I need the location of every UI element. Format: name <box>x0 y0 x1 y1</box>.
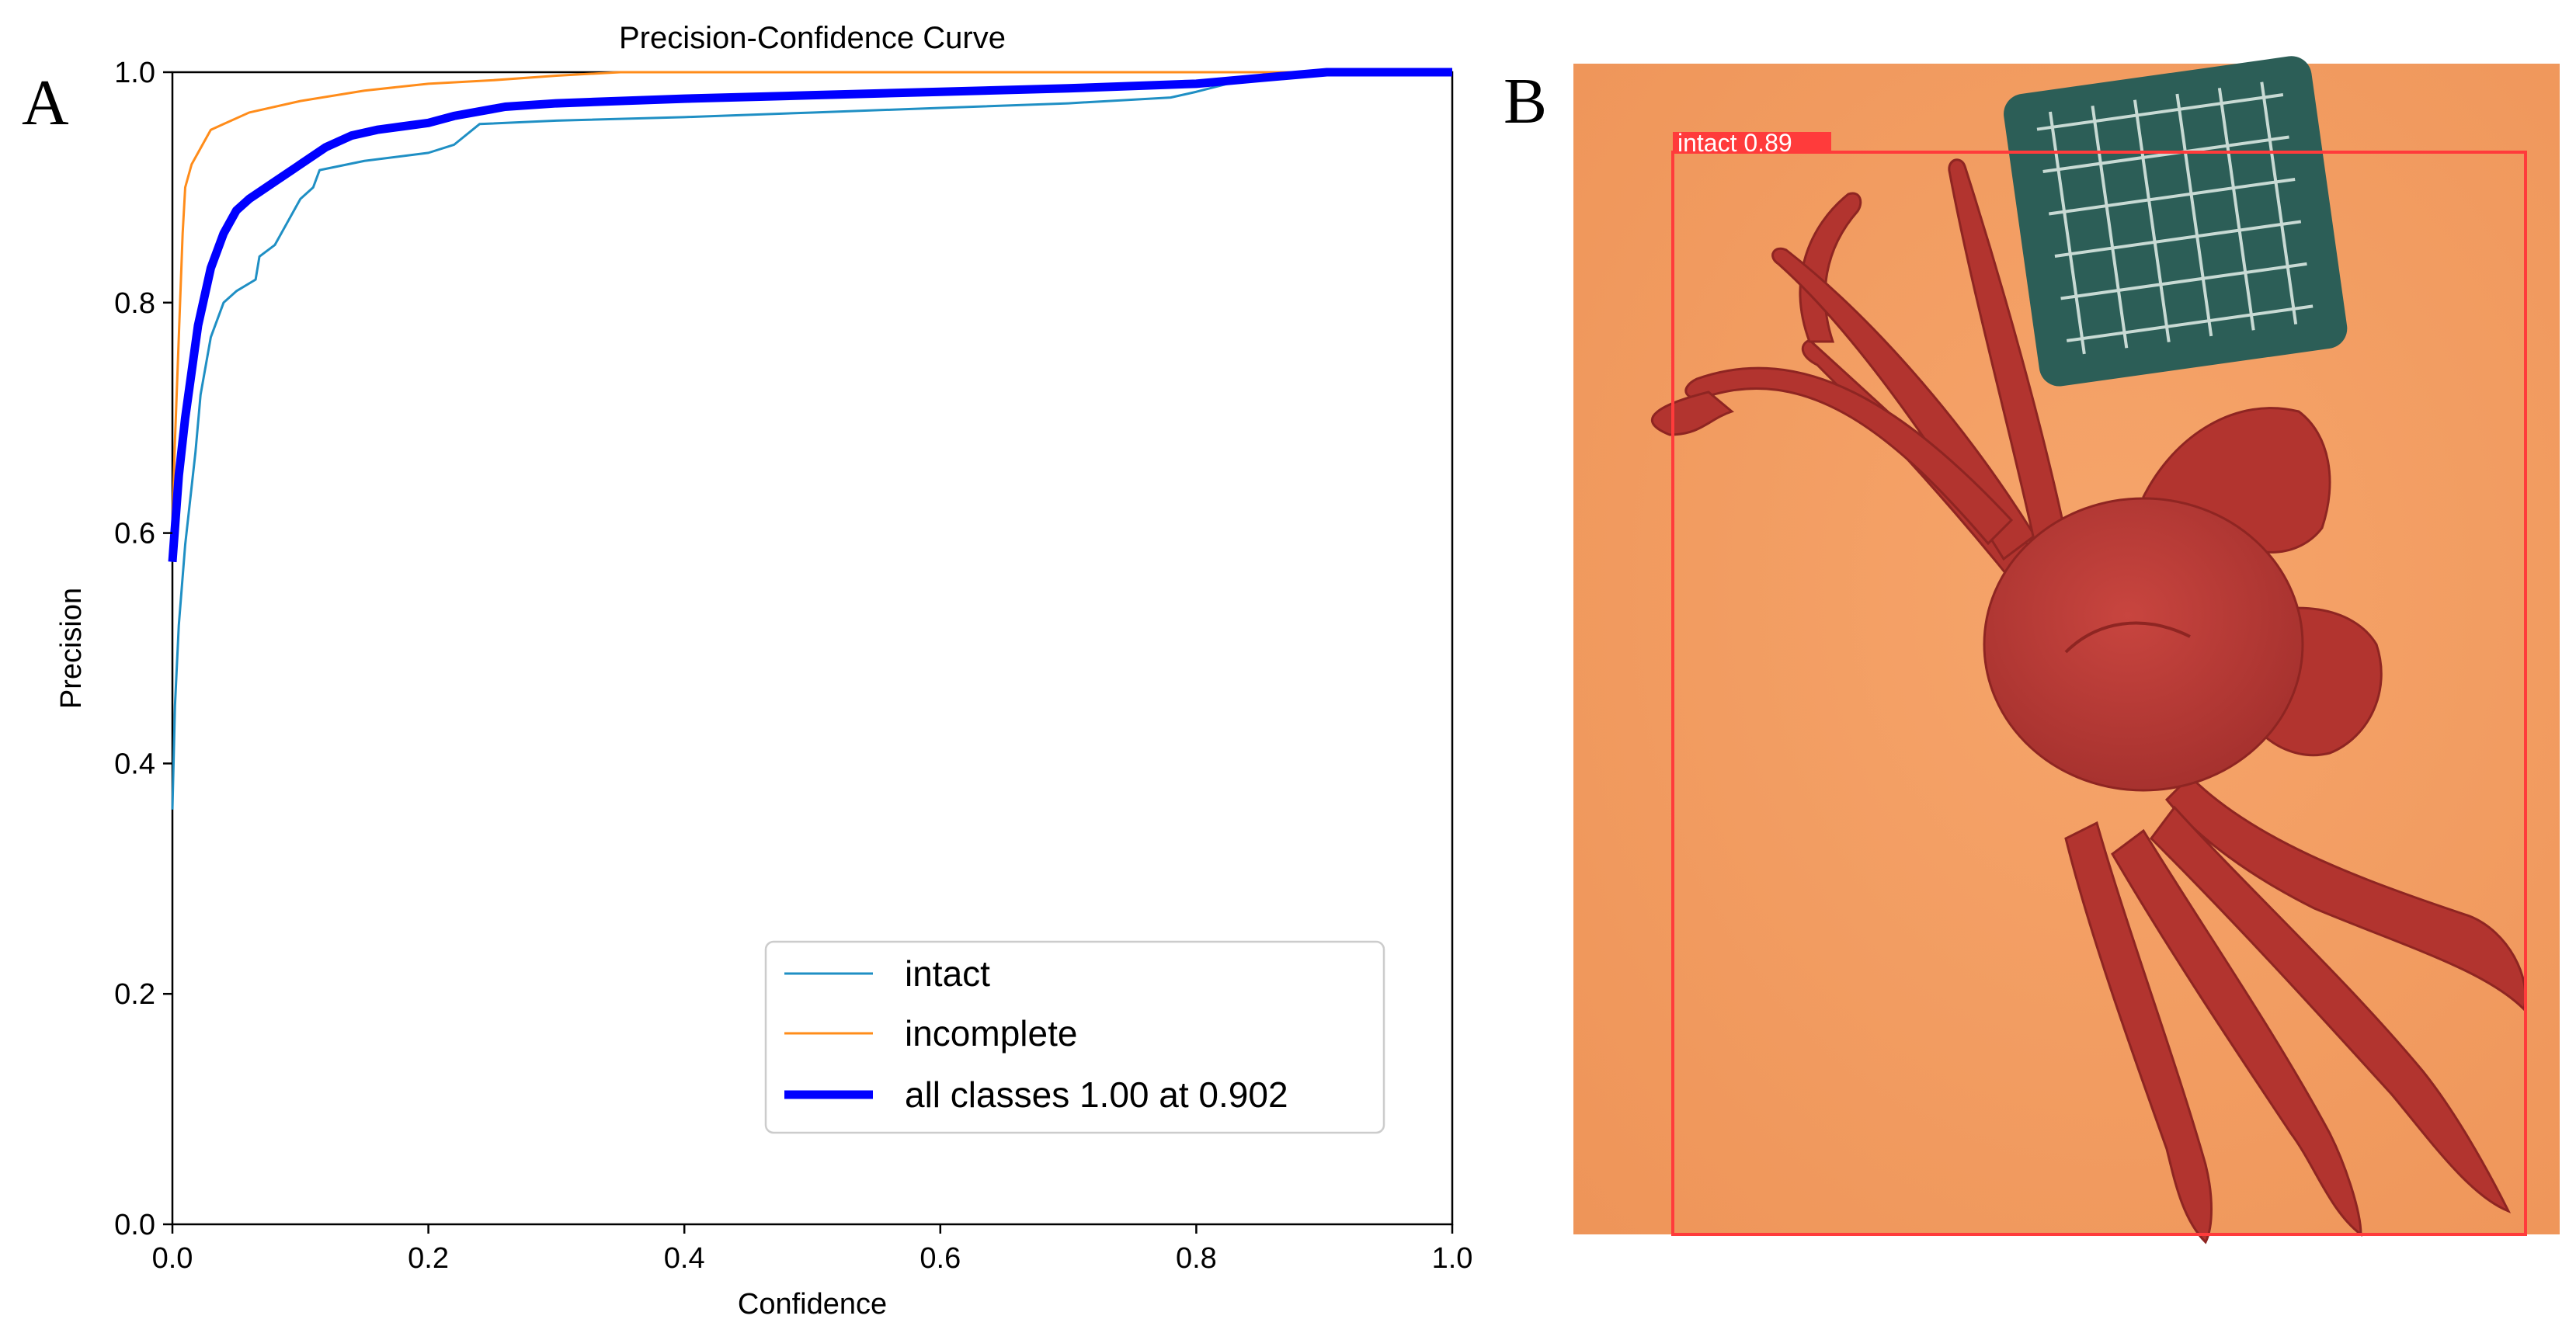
y-tick-label: 0.4 <box>114 748 155 780</box>
x-tick-label: 0.6 <box>920 1242 961 1275</box>
scale-card <box>2004 56 2348 387</box>
y-tick-label: 0.6 <box>114 518 155 550</box>
crab-shell-groove <box>2064 621 2191 654</box>
y-axis-label: Precision <box>55 588 88 709</box>
series-line-incomplete <box>171 71 1452 522</box>
series-layer <box>168 68 1452 810</box>
crab-carapace <box>1983 497 2304 792</box>
x-tick-label: 0.4 <box>664 1242 705 1275</box>
y-tick-label: 0.8 <box>114 287 155 320</box>
y-tick-label: 0.2 <box>114 978 155 1011</box>
chart-title: Precision-Confidence Curve <box>619 21 1006 55</box>
x-tick-label: 0.0 <box>152 1242 193 1275</box>
crab-leg <box>2164 774 2527 1012</box>
x-tick-label: 0.2 <box>408 1242 449 1275</box>
x-axis-label: Confidence <box>738 1288 887 1321</box>
panel-letter-b: B <box>1504 65 1547 137</box>
legend: intact incomplete all classes 1.00 at 0.… <box>764 940 1385 1134</box>
detection-box <box>1671 151 2527 1236</box>
ticks-layer: 0.0 0.2 0.4 0.6 0.8 1.0 0.0 0.2 0.4 0.6 0.8 1.0 <box>114 57 1472 1275</box>
y-tick-label: 1.0 <box>114 57 155 89</box>
scale-card-body <box>2004 56 2348 387</box>
x-tick-label: 1.0 <box>1432 1242 1473 1275</box>
crab-leg <box>1948 158 2067 545</box>
detection-label: intact 0.89 <box>1677 129 1792 157</box>
series-line-all <box>168 68 1452 563</box>
crab-leg <box>2064 821 2213 1244</box>
x-tick-label: 0.8 <box>1176 1242 1217 1275</box>
crab-leg <box>2150 805 2512 1213</box>
crab-leg <box>1684 366 2014 546</box>
legend-label-incomplete: incomplete <box>905 1013 1077 1054</box>
legend-box <box>764 940 1385 1134</box>
legend-label-intact: intact <box>905 953 990 994</box>
panel-letter-a: A <box>22 67 69 139</box>
precision-confidence-chart: Precision-Confidence Curve 0.0 0.2 0.4 0.6 0… <box>55 21 1472 1321</box>
crab-detection-photo: intact 0.89 <box>1573 56 2560 1244</box>
y-tick-label: 0.0 <box>114 1209 155 1241</box>
crab <box>1650 158 2527 1244</box>
series-line-intact <box>171 71 1452 810</box>
detection-label-tag <box>1673 132 1831 154</box>
legend-label-all-classes: all classes 1.00 at 0.902 <box>905 1074 1288 1115</box>
